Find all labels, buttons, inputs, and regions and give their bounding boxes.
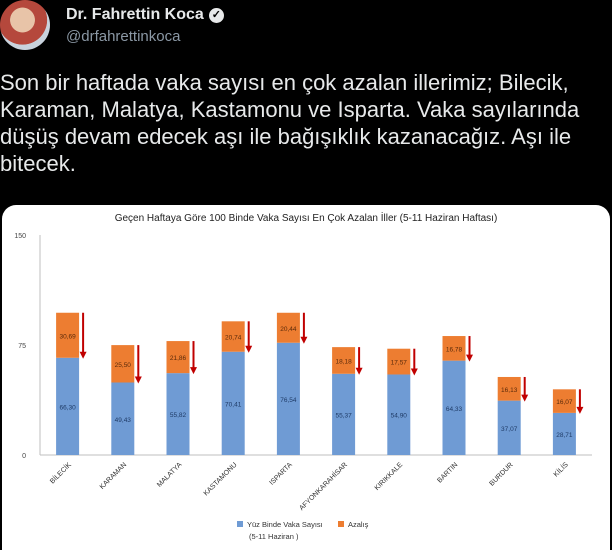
data-label-vaka: 66,30	[59, 404, 76, 411]
down-arrow-head-icon	[245, 345, 253, 353]
down-arrow-head-icon	[190, 367, 197, 375]
bar-azalis-1	[56, 312, 80, 358]
avatar[interactable]	[0, 0, 50, 50]
down-arrow-head-icon	[466, 354, 473, 362]
data-label-vaka: 28,71	[556, 432, 573, 439]
data-label-azalis: 21,86	[170, 355, 187, 362]
data-label-azalis: 16,78	[446, 346, 463, 353]
bar-azalis-4	[221, 321, 245, 352]
data-label-vaka: 54,90	[391, 413, 408, 420]
chart: Geçen Haftaya Göre 100 Binde Vaka Sayısı…	[14, 211, 592, 541]
down-arrow-head-icon	[79, 351, 87, 359]
data-label-azalis: 20,44	[280, 326, 297, 333]
data-label-vaka: 70,41	[225, 401, 242, 408]
bar-vaka-1	[56, 357, 80, 455]
x-tick-label: AFYONKARAHİSAR	[297, 460, 349, 512]
down-arrow-head-icon	[134, 376, 142, 384]
x-tick-label: BİLECİK	[48, 460, 74, 486]
down-arrow-head-icon	[355, 367, 363, 375]
bar-vaka-9	[497, 400, 521, 455]
author-name[interactable]: Dr. Fahrettin Koca ✓	[66, 6, 224, 24]
x-tick-label: KARAMAN	[99, 461, 128, 490]
y-tick-label: 0	[22, 453, 26, 460]
y-tick-label: 75	[18, 343, 26, 350]
data-label-azalis: 20,74	[225, 335, 242, 342]
x-tick-label: KIRIKKALE	[374, 461, 405, 492]
bar-azalis-10	[552, 389, 576, 413]
x-tick-label: ISPARTA	[269, 461, 295, 487]
author-name-text[interactable]: Dr. Fahrettin Koca	[66, 6, 204, 23]
data-label-azalis: 25,50	[115, 362, 132, 369]
data-label-vaka: 55,37	[335, 412, 352, 419]
bar-azalis-8	[442, 336, 466, 361]
bar-vaka-2	[111, 382, 135, 455]
bar-vaka-6	[332, 373, 356, 455]
bar-vaka-8	[442, 360, 466, 455]
bar-azalis-5	[276, 312, 300, 343]
data-label-azalis: 30,69	[59, 333, 76, 340]
bar-azalis-3	[166, 341, 190, 374]
bar-azalis-9	[497, 376, 521, 401]
legend-note: (5-11 Haziran )	[249, 532, 299, 541]
legend-swatch-vaka	[237, 521, 243, 527]
bar-azalis-6	[332, 347, 356, 374]
down-arrow-head-icon	[521, 394, 529, 402]
bar-vaka-7	[387, 374, 411, 455]
x-tick-label: MALATYA	[156, 461, 184, 489]
tweet-text: Son bir haftada vaka sayısı en çok azala…	[0, 70, 580, 176]
data-label-vaka: 55,82	[170, 412, 187, 419]
chart-title: Geçen Haftaya Göre 100 Binde Vaka Sayısı…	[115, 211, 498, 224]
data-label-azalis: 16,13	[501, 387, 518, 394]
x-tick-label: BARTIN	[436, 461, 459, 484]
data-label-vaka: 64,33	[446, 406, 463, 413]
data-label-vaka: 49,43	[115, 417, 132, 424]
x-tick-label: KİLİS	[551, 460, 570, 479]
bar-azalis-2	[111, 345, 135, 383]
bar-vaka-5	[276, 342, 300, 455]
bar-vaka-10	[552, 412, 576, 455]
legend-label-azalis: Azalış	[348, 520, 369, 529]
verified-badge-icon: ✓	[208, 8, 224, 23]
down-arrow-head-icon	[300, 336, 308, 344]
data-label-azalis: 17,57	[391, 360, 408, 367]
bar-vaka-4	[221, 351, 245, 455]
legend-label-vaka: Yüz Binde Vaka Sayısı	[247, 520, 323, 529]
x-tick-label: BURDUR	[488, 461, 514, 487]
bar-vaka-3	[166, 373, 190, 455]
data-label-vaka: 37,07	[501, 426, 518, 433]
legend-swatch-azalis	[338, 521, 344, 527]
y-tick-label: 150	[14, 233, 26, 240]
data-label-azalis: 18,18	[335, 358, 352, 365]
bar-azalis-7	[387, 348, 411, 375]
data-label-azalis: 16,07	[556, 399, 573, 406]
data-label-vaka: 76,54	[280, 397, 297, 404]
x-tick-label: KASTAMONU	[203, 461, 239, 497]
down-arrow-head-icon	[576, 406, 584, 414]
down-arrow-head-icon	[410, 368, 418, 376]
chart-image[interactable]: Geçen Haftaya Göre 100 Binde Vaka Sayısı…	[2, 205, 610, 550]
author-handle[interactable]: @drfahrettinkoca	[66, 28, 181, 45]
